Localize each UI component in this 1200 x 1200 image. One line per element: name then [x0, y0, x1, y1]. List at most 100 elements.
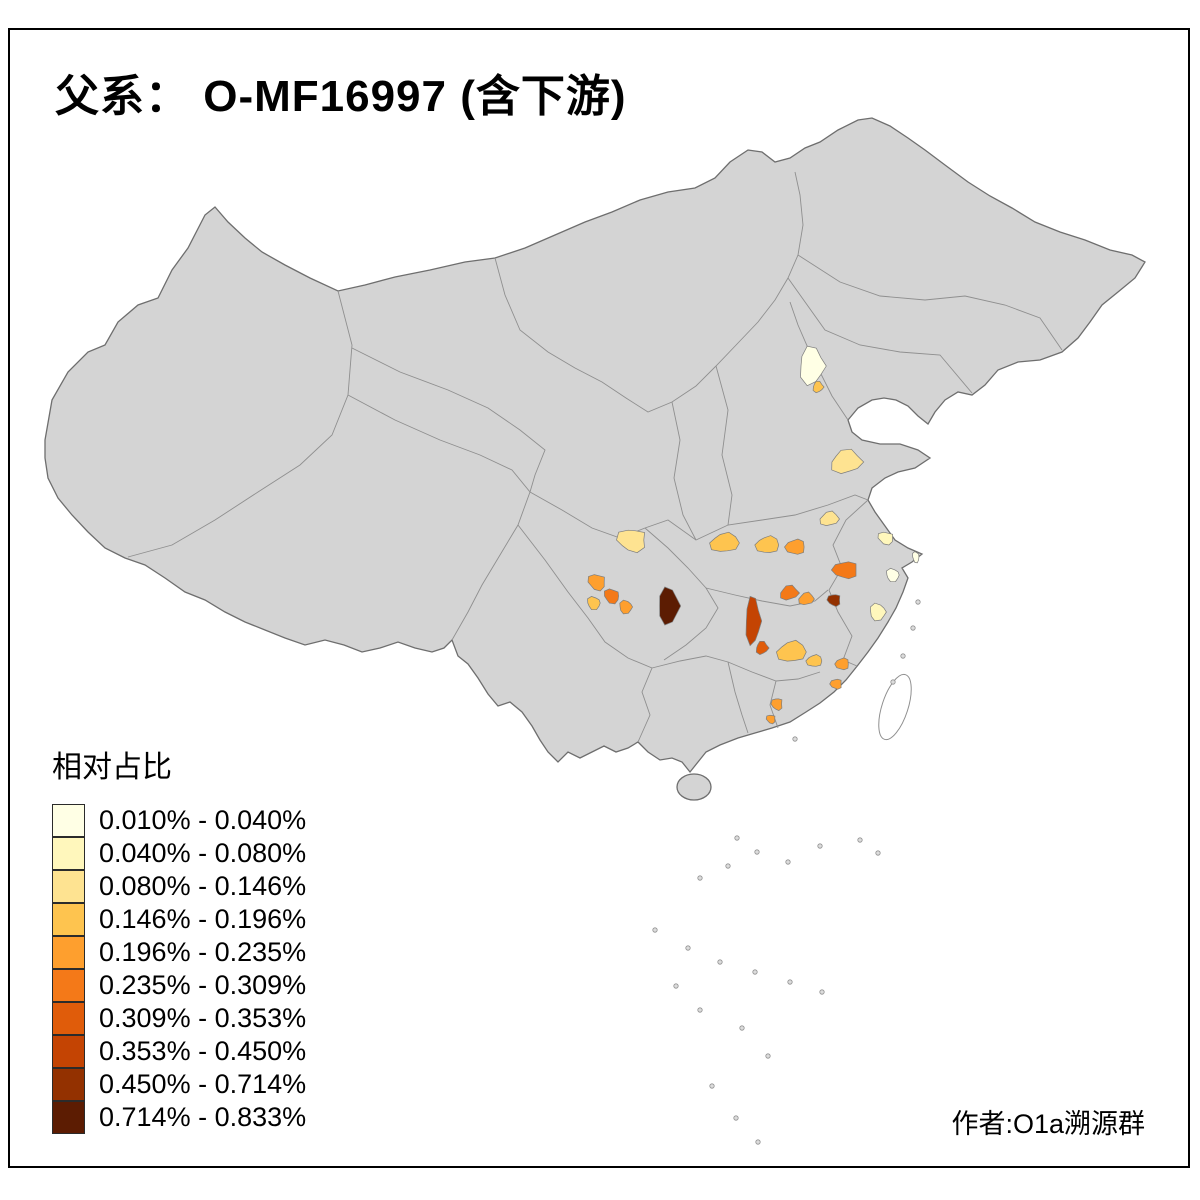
small-island: [875, 850, 881, 856]
region-huaibei: [819, 510, 840, 526]
legend-swatch: [52, 837, 85, 870]
highlighted-regions: [587, 345, 920, 725]
small-island: [817, 843, 823, 849]
legend-row: 0.146% - 0.196%: [52, 903, 306, 936]
legend-label: 0.080% - 0.146%: [99, 871, 307, 901]
small-island: [785, 859, 791, 865]
legend-label: 0.146% - 0.196%: [99, 904, 307, 934]
region-jiangsu-south: [877, 531, 893, 546]
province-border: [671, 401, 697, 541]
small-island: [685, 945, 691, 951]
legend-row: 0.196% - 0.235%: [52, 936, 306, 969]
region-guangdong-east: [770, 698, 783, 712]
china-outline: [44, 117, 1146, 774]
small-island: [915, 599, 921, 605]
region-anqing-dark: [826, 594, 841, 607]
legend-swatch: [52, 903, 85, 936]
sea-islands: [652, 599, 921, 1145]
region-chengdu-south: [587, 596, 601, 611]
region-chengdu-west: [587, 574, 605, 592]
province-border: [769, 680, 779, 729]
region-hubei-center: [784, 538, 805, 555]
province-border: [715, 365, 733, 526]
province-borders: [127, 171, 1063, 743]
small-island: [752, 969, 758, 975]
region-chengdu: [604, 588, 619, 605]
region-beijing: [800, 345, 827, 387]
region-changsha-west: [780, 584, 800, 601]
province-border: [727, 661, 749, 734]
small-island: [910, 625, 916, 631]
region-shanghai: [912, 551, 920, 564]
legend-swatch: [52, 1068, 85, 1101]
small-island: [673, 983, 679, 989]
legend-swatch: [52, 1002, 85, 1035]
region-guizhou-north: [659, 586, 682, 626]
small-island: [819, 989, 825, 995]
small-island: [900, 653, 906, 659]
region-hunan-mid: [755, 640, 770, 655]
region-hubei-west: [754, 535, 780, 553]
legend-title: 相对占比: [52, 751, 172, 784]
province-border: [797, 254, 1063, 351]
small-island: [857, 837, 863, 843]
small-island: [717, 959, 723, 965]
small-island: [787, 979, 793, 985]
province-border: [705, 587, 829, 607]
legend-row: 0.353% - 0.450%: [52, 1035, 306, 1068]
legend-label: 0.235% - 0.309%: [99, 970, 307, 1000]
small-island: [652, 927, 658, 933]
small-island: [765, 1053, 771, 1059]
region-sichuan-east: [619, 599, 634, 615]
legend-label: 0.714% - 0.833%: [99, 1102, 307, 1132]
province-border: [644, 527, 719, 661]
region-fujian-north: [834, 657, 849, 671]
legend-label: 0.309% - 0.353%: [99, 1003, 307, 1033]
legend-row: 0.235% - 0.309%: [52, 969, 306, 1002]
taiwan-island: [878, 673, 912, 741]
legend-swatch: [52, 870, 85, 903]
region-hunan-west: [745, 595, 763, 647]
province-border: [127, 290, 353, 558]
region-changsha: [798, 591, 815, 606]
small-island: [697, 1007, 703, 1013]
province-border: [529, 491, 869, 541]
province-border: [787, 277, 973, 394]
legend-swatch: [52, 1101, 85, 1134]
region-jiangxi-north: [776, 639, 807, 662]
legend-swatch: [52, 804, 85, 837]
province-border: [351, 347, 546, 493]
small-island: [733, 1115, 739, 1121]
region-zhejiang: [870, 602, 887, 622]
region-sichuan-north: [616, 529, 645, 554]
small-island: [709, 1083, 715, 1089]
province-border: [651, 655, 821, 682]
region-zhejiang-north: [886, 567, 900, 583]
region-fujian-coast: [829, 678, 842, 690]
small-island: [754, 849, 760, 855]
small-island: [725, 863, 731, 869]
legend: 相对占比 0.010% - 0.040% 0.040% - 0.080% 0.080…: [52, 742, 306, 1134]
hainan-island: [676, 773, 712, 801]
small-island: [890, 679, 896, 685]
small-island: [739, 1025, 745, 1031]
legend-swatch: [52, 969, 85, 1002]
attribution: 作者:O1a溯源群: [951, 1109, 1145, 1139]
region-shaanxi-south: [709, 531, 740, 552]
small-island: [755, 1139, 761, 1145]
legend-row: 0.450% - 0.714%: [52, 1068, 306, 1101]
region-shandong-west: [831, 448, 865, 474]
legend-row: 0.080% - 0.146%: [52, 870, 306, 903]
legend-swatch: [52, 936, 85, 969]
legend-label: 0.196% - 0.235%: [99, 937, 307, 967]
region-beijing-south: [812, 380, 825, 394]
region-guangdong-coast: [765, 714, 776, 725]
legend-row: 0.010% - 0.040%: [52, 804, 306, 837]
small-island: [734, 835, 740, 841]
legend-label: 0.450% - 0.714%: [99, 1069, 307, 1099]
region-jiangxi-east: [805, 654, 823, 667]
small-island: [792, 736, 798, 742]
page-title: 父系： O-MF16997 (含下游): [55, 72, 627, 121]
province-border: [828, 499, 869, 667]
legend-label: 0.353% - 0.450%: [99, 1036, 307, 1066]
